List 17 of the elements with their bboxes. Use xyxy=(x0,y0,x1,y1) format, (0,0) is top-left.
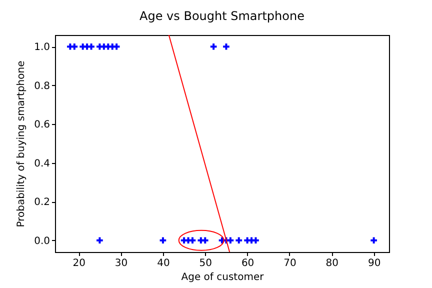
y-tick-label: 0.4 xyxy=(34,158,50,170)
x-tick-label: 40 xyxy=(157,258,170,269)
y-tick-label: 0.6 xyxy=(34,120,50,131)
x-tick-label: 50 xyxy=(199,258,212,269)
y-tick-label: 0.2 xyxy=(34,197,50,208)
x-tick-label: 30 xyxy=(114,258,128,269)
y-tick-label: 0.0 xyxy=(34,236,50,247)
y-axis-title: Probability of buying smartphone xyxy=(16,60,28,228)
x-tick-label: 90 xyxy=(368,258,381,269)
y-tick-label: 1.0 xyxy=(34,42,50,54)
chart-title: Age vs Bought Smartphone xyxy=(140,9,304,23)
y-tick-label: 0.8 xyxy=(34,80,50,92)
x-axis-title: Age of customer xyxy=(181,272,265,283)
x-tick-label: 80 xyxy=(326,258,339,269)
x-tick-label: 60 xyxy=(241,258,254,269)
x-tick-label: 20 xyxy=(72,258,86,269)
x-tick-label: 70 xyxy=(284,258,296,269)
